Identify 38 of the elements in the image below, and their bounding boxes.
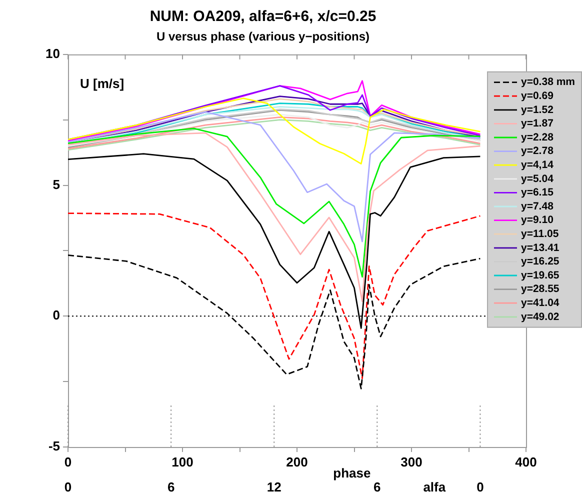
- legend-label: y=1.87: [521, 118, 554, 130]
- legend-label: y=6.15: [521, 186, 554, 199]
- annotation: 6: [374, 480, 381, 495]
- chart-subtitle: U versus phase (various y−positions): [156, 30, 370, 44]
- y-axis-title: U [m/s]: [80, 76, 124, 91]
- legend-label: y=0.38 mm: [521, 76, 575, 88]
- line-series: [68, 212, 481, 380]
- x-tick-label: 300: [400, 454, 422, 470]
- y-tick-label: 0: [52, 308, 60, 323]
- chart-title: NUM: OA209, alfa=6+6, x/c=0.25: [150, 8, 376, 26]
- legend-label: y=2.28: [521, 131, 554, 144]
- x-tick-label: 400: [515, 454, 537, 470]
- y-tick-label: -5: [48, 438, 60, 454]
- annotation: 12: [266, 480, 282, 495]
- y-tick-label: 10: [46, 46, 60, 61]
- legend-label: y=19.65: [521, 269, 560, 282]
- legend-label: y=13.41: [521, 242, 560, 254]
- y-tick-label: 5: [52, 176, 60, 192]
- legend-label: y=7.48: [521, 200, 554, 212]
- annotation: 0: [64, 480, 72, 495]
- x-axis-title: phase: [333, 466, 371, 481]
- legend-label: y=9.10: [521, 214, 554, 226]
- legend-label: y=16.25: [521, 256, 560, 268]
- x-tick-label: 200: [286, 454, 308, 470]
- x-tick-label: 100: [172, 454, 194, 470]
- annotation: 0: [476, 480, 484, 495]
- legend-label: y=28.55: [521, 283, 560, 296]
- legend-label: y=0.69: [521, 90, 554, 102]
- x-tick-label: 0: [64, 454, 72, 470]
- legend-label: y=11.05: [521, 228, 559, 240]
- text: alfa: [423, 480, 446, 495]
- legend-label: y=2.78: [521, 145, 554, 158]
- legend-label: y=5.04: [521, 172, 554, 185]
- legend-label: y=1.52: [521, 104, 554, 116]
- legend-label: y=49.02: [521, 310, 560, 323]
- annotation: 6: [167, 480, 175, 495]
- legend-label: y=4,14: [521, 158, 554, 171]
- legend-label: y=41.04: [521, 296, 560, 309]
